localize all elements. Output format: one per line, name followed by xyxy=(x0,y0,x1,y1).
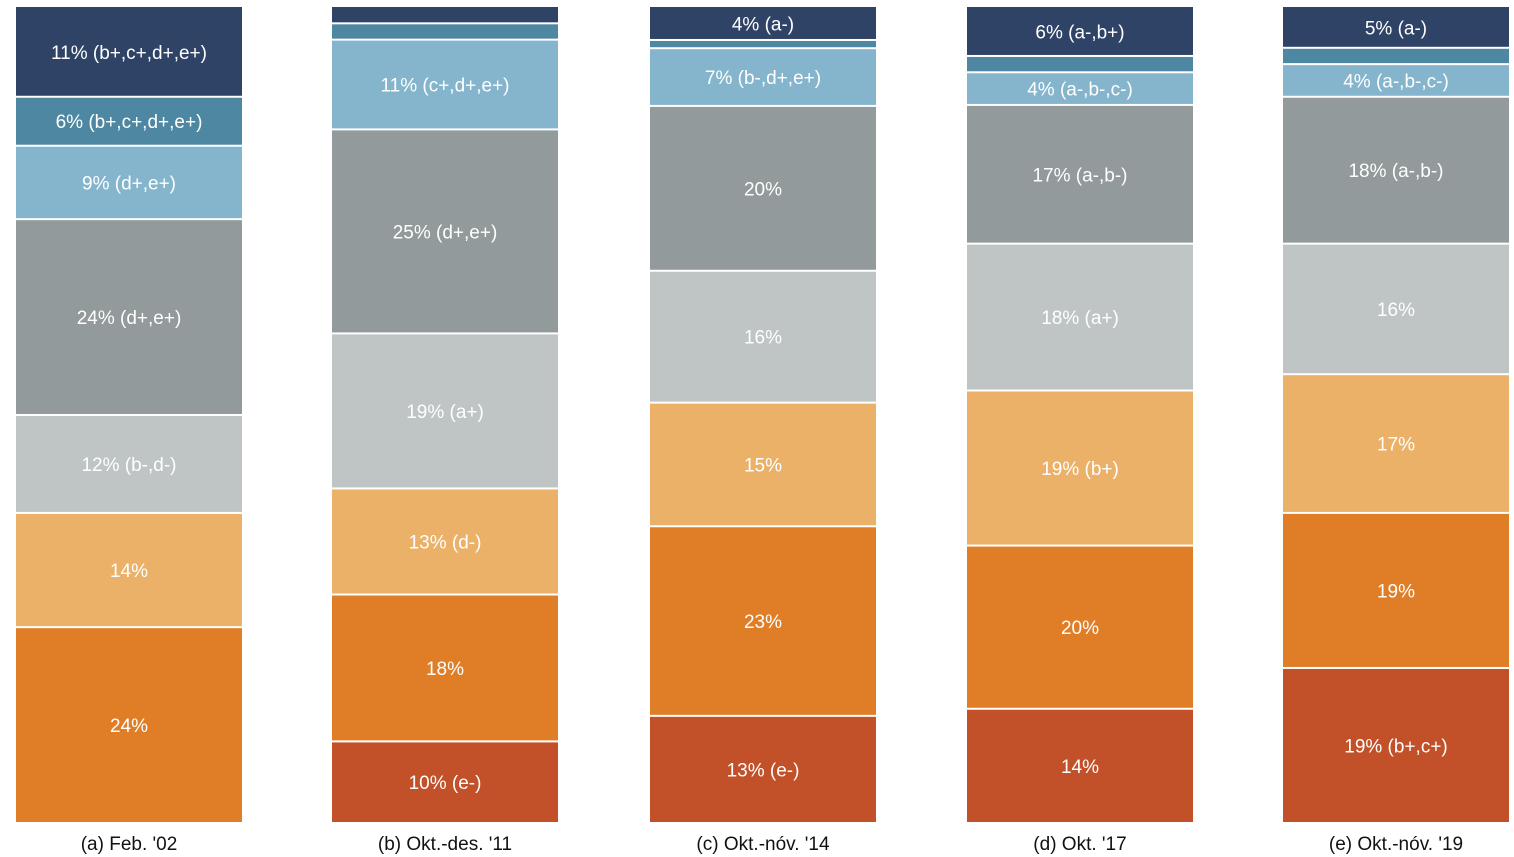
bar-segment xyxy=(650,403,876,526)
bar-segment-label: 19% (a+) xyxy=(406,402,484,423)
bars-group xyxy=(16,7,1509,822)
bar-segment xyxy=(332,130,558,333)
bar-segment-label: 19% (b+,c+) xyxy=(1344,736,1448,757)
bar-segment-label: 18% (a-,b-) xyxy=(1348,161,1443,182)
bar-segment xyxy=(1283,97,1509,243)
bar-segment xyxy=(967,391,1193,545)
bar-segment xyxy=(16,7,242,96)
bar-segment-label: 4% (a-,b-,c-) xyxy=(1027,80,1133,101)
bar-segment xyxy=(16,416,242,512)
bar-segment-label: 25% (d+,e+) xyxy=(393,222,498,243)
bar-segment xyxy=(16,146,242,219)
bar-segment xyxy=(967,244,1193,390)
bar-segment-label: 4% (a-) xyxy=(732,14,794,35)
bar-segment-label: 20% xyxy=(1061,618,1099,639)
bar-segment xyxy=(332,7,558,23)
category-label: (b) Okt.-des. '11 xyxy=(378,834,512,855)
bar-segment-label: 13% (e-) xyxy=(727,760,800,781)
bar-segment-label: 4% (a-,b-,c-) xyxy=(1343,71,1449,92)
bar-segment xyxy=(332,489,558,594)
category-label: (a) Feb. '02 xyxy=(81,834,178,855)
bar-segment xyxy=(650,7,876,39)
bar-segment xyxy=(967,105,1193,243)
bar-segment-label: 20% xyxy=(744,179,782,200)
category-label: (c) Okt.-nóv. '14 xyxy=(696,834,830,855)
bar-segment xyxy=(1283,668,1509,822)
bar-segment-label: 10% (e-) xyxy=(409,773,482,794)
bar-segment xyxy=(16,97,242,145)
bar-segment-label: 15% xyxy=(744,455,782,476)
bar-segment xyxy=(967,7,1193,55)
segment-labels-group: 24% 14% 12% (b-,d-) 24% (d+,e+) 9% (d+,e+) 6%… xyxy=(51,14,1449,794)
bar-segment-label: 14% xyxy=(1061,757,1099,778)
bar-segment xyxy=(332,334,558,488)
category-label: (d) Okt. '17 xyxy=(1033,834,1126,855)
bar-segment-label: 13% (d-) xyxy=(409,532,482,553)
bar-segment-label: 6% (b+,c+,d+,e+) xyxy=(56,112,203,133)
bar-segment-label: 14% xyxy=(110,561,148,582)
bar-segment-label: 17% (a-,b-) xyxy=(1032,165,1127,186)
bar-segment xyxy=(1283,65,1509,96)
bar-segment xyxy=(650,527,876,715)
bar-segment xyxy=(332,742,558,822)
bar-segment-label: 19% xyxy=(1377,581,1415,602)
category-label: (e) Okt.-nóv. '19 xyxy=(1329,834,1463,855)
bar-segment-label: 23% xyxy=(744,612,782,633)
bar-segment-label: 12% (b-,d-) xyxy=(81,455,176,476)
bar-segment xyxy=(332,40,558,129)
bar-segment xyxy=(1283,244,1509,374)
bar-segment xyxy=(650,106,876,270)
bar-segment xyxy=(332,595,558,741)
bar-segment-label: 5% (a-) xyxy=(1365,18,1427,39)
bar-segment xyxy=(650,271,876,402)
bar-segment xyxy=(967,709,1193,822)
bar-segment xyxy=(16,628,242,822)
bar-segment xyxy=(16,220,242,414)
bar-segment-label: 24% (d+,e+) xyxy=(77,308,182,329)
bar-segment-label: 9% (d+,e+) xyxy=(82,173,176,194)
bar-segment xyxy=(967,56,1193,72)
bar-segment xyxy=(1283,513,1509,667)
bar-segment-label: 19% (b+) xyxy=(1041,459,1119,480)
bar-segment xyxy=(1283,375,1509,512)
bar-segment-label: 16% xyxy=(1377,300,1415,321)
bar-segment-label: 24% xyxy=(110,716,148,737)
bar-segment xyxy=(650,716,876,822)
bar-segment xyxy=(332,24,558,39)
bar-segment-label: 16% xyxy=(744,328,782,349)
bar-segment-label: 18% (a+) xyxy=(1041,308,1119,329)
bar-segment xyxy=(967,546,1193,708)
bar-segment-label: 6% (a-,b+) xyxy=(1035,22,1124,43)
bar-segment-label: 18% xyxy=(426,659,464,680)
bar-segment-label: 11% (c+,d+,e+) xyxy=(380,76,509,97)
bar-segment xyxy=(1283,48,1509,64)
bar-segment xyxy=(1283,7,1509,47)
bar-segment xyxy=(650,40,876,48)
bar-segment-label: 7% (b-,d+,e+) xyxy=(705,68,821,89)
bar-segment-label: 11% (b+,c+,d+,e+) xyxy=(51,43,207,64)
bar-segment xyxy=(16,513,242,627)
bar-segment xyxy=(650,49,876,105)
category-labels-group: (a) Feb. '02 (b) Okt.-des. '11 (c) Okt.-nó… xyxy=(81,834,1463,855)
bar-segment-label: 17% xyxy=(1377,435,1415,456)
bar-segment xyxy=(967,73,1193,104)
